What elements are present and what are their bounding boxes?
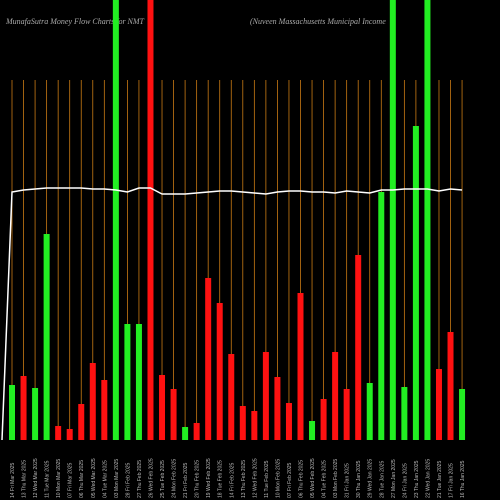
bar [459,389,466,440]
bar [20,376,27,440]
x-tick-label: 13 Thu Feb 2025 [241,460,247,498]
chart-title: MunafaSutra Money Flow Charts for NMT [5,17,145,26]
x-tick-label: 19 Wed Feb 2025 [206,458,212,498]
bar [274,377,281,440]
bar [435,369,442,440]
bar [170,389,177,440]
bar [147,0,154,440]
x-tick-label: 03 Mon Feb 2025 [333,459,339,498]
x-tick-label: 13 Thu Mar 2025 [22,460,28,498]
x-tick-label: 26 Wed Feb 2025 [148,458,154,498]
x-tick-label: 17 Fri Jan 2025 [449,463,455,498]
bar [343,389,350,440]
x-tick-label: 31 Fri Jan 2025 [345,463,351,498]
x-tick-label: 10 Mon Feb 2025 [275,459,281,498]
x-tick-label: 25 Tue Feb 2025 [160,460,166,498]
x-tick-label: 21 Fri Feb 2025 [183,462,189,498]
bar [262,352,269,440]
bar [43,234,50,440]
bar [228,354,235,440]
x-tick-label: 28 Tue Jan 2025 [379,461,385,498]
bar [447,332,454,440]
bar [378,192,385,440]
bar [424,0,431,440]
x-tick-label: 18 Tue Feb 2025 [218,460,224,498]
x-tick-label: 14 Fri Mar 2025 [10,462,16,498]
x-tick-label: 10 Mon Mar 2025 [56,459,62,498]
flow-line [1,187,463,441]
x-tick-label: 16 Thu Jan 2025 [460,460,466,498]
x-tick-label: 04 Tue Mar 2025 [102,460,108,498]
x-tick-label: 20 Thu Feb 2025 [195,460,201,498]
x-tick-label: 22 Wed Jan 2025 [425,459,431,498]
bar [412,126,419,440]
bar [193,423,200,440]
bar [216,303,223,440]
x-tick-label: 06 Thu Feb 2025 [299,460,305,498]
x-tick-label: 06 Thu Mar 2025 [79,460,85,498]
x-tick-label: 12 Wed Mar 2025 [33,458,39,498]
bar [355,255,362,440]
x-tick-label: 11 Tue Mar 2025 [45,460,51,498]
bar [112,0,119,440]
x-tick-label: 07 Fri Feb 2025 [287,462,293,498]
bar [320,399,327,440]
x-tick-label: 14 Fri Feb 2025 [229,462,235,498]
chart-subtitle: (Nuveen Massachusetts Municipal Income [250,17,386,26]
bar [9,385,15,440]
bar [239,406,246,440]
bar [124,324,131,440]
x-tick-label: 07 Fri Mar 2025 [68,462,74,498]
bar [366,383,373,440]
bar [32,388,39,440]
x-tick-label: 30 Thu Jan 2025 [356,460,362,498]
bar [159,375,166,440]
x-tick-label: 11 Tue Feb 2025 [264,460,270,498]
bar [401,387,408,440]
bar [182,427,189,440]
x-tick-label: 05 Wed Mar 2025 [91,458,97,498]
bar [89,363,96,440]
bar [309,421,316,440]
bar [66,429,73,440]
bar [78,404,85,440]
x-tick-label: 21 Tue Jan 2025 [437,461,443,498]
bar [332,352,339,440]
x-tick-label: 27 Thu Feb 2025 [137,460,143,498]
x-tick-label: 24 Fri Jan 2025 [402,463,408,498]
bar [297,293,304,440]
x-tick-label: 03 Mon Mar 2025 [114,459,120,498]
bar [101,380,108,440]
bar [285,403,292,440]
x-tick-label: 24 Mon Feb 2025 [172,459,178,498]
bar [251,411,258,440]
bar [389,0,396,440]
x-tick-label: 28 Fri Feb 2025 [125,462,131,498]
bar [55,426,62,440]
x-tick-label: 29 Wed Jan 2025 [368,459,374,498]
x-tick-label: 12 Wed Feb 2025 [252,458,258,498]
x-tick-label: 05 Wed Feb 2025 [310,458,316,498]
x-tick-label: 27 Mon Jan 2025 [391,459,397,498]
bar [205,278,212,440]
x-tick-label: 04 Tue Feb 2025 [322,460,328,498]
x-tick-label: 23 Thu Jan 2025 [414,460,420,498]
bar [135,324,142,440]
